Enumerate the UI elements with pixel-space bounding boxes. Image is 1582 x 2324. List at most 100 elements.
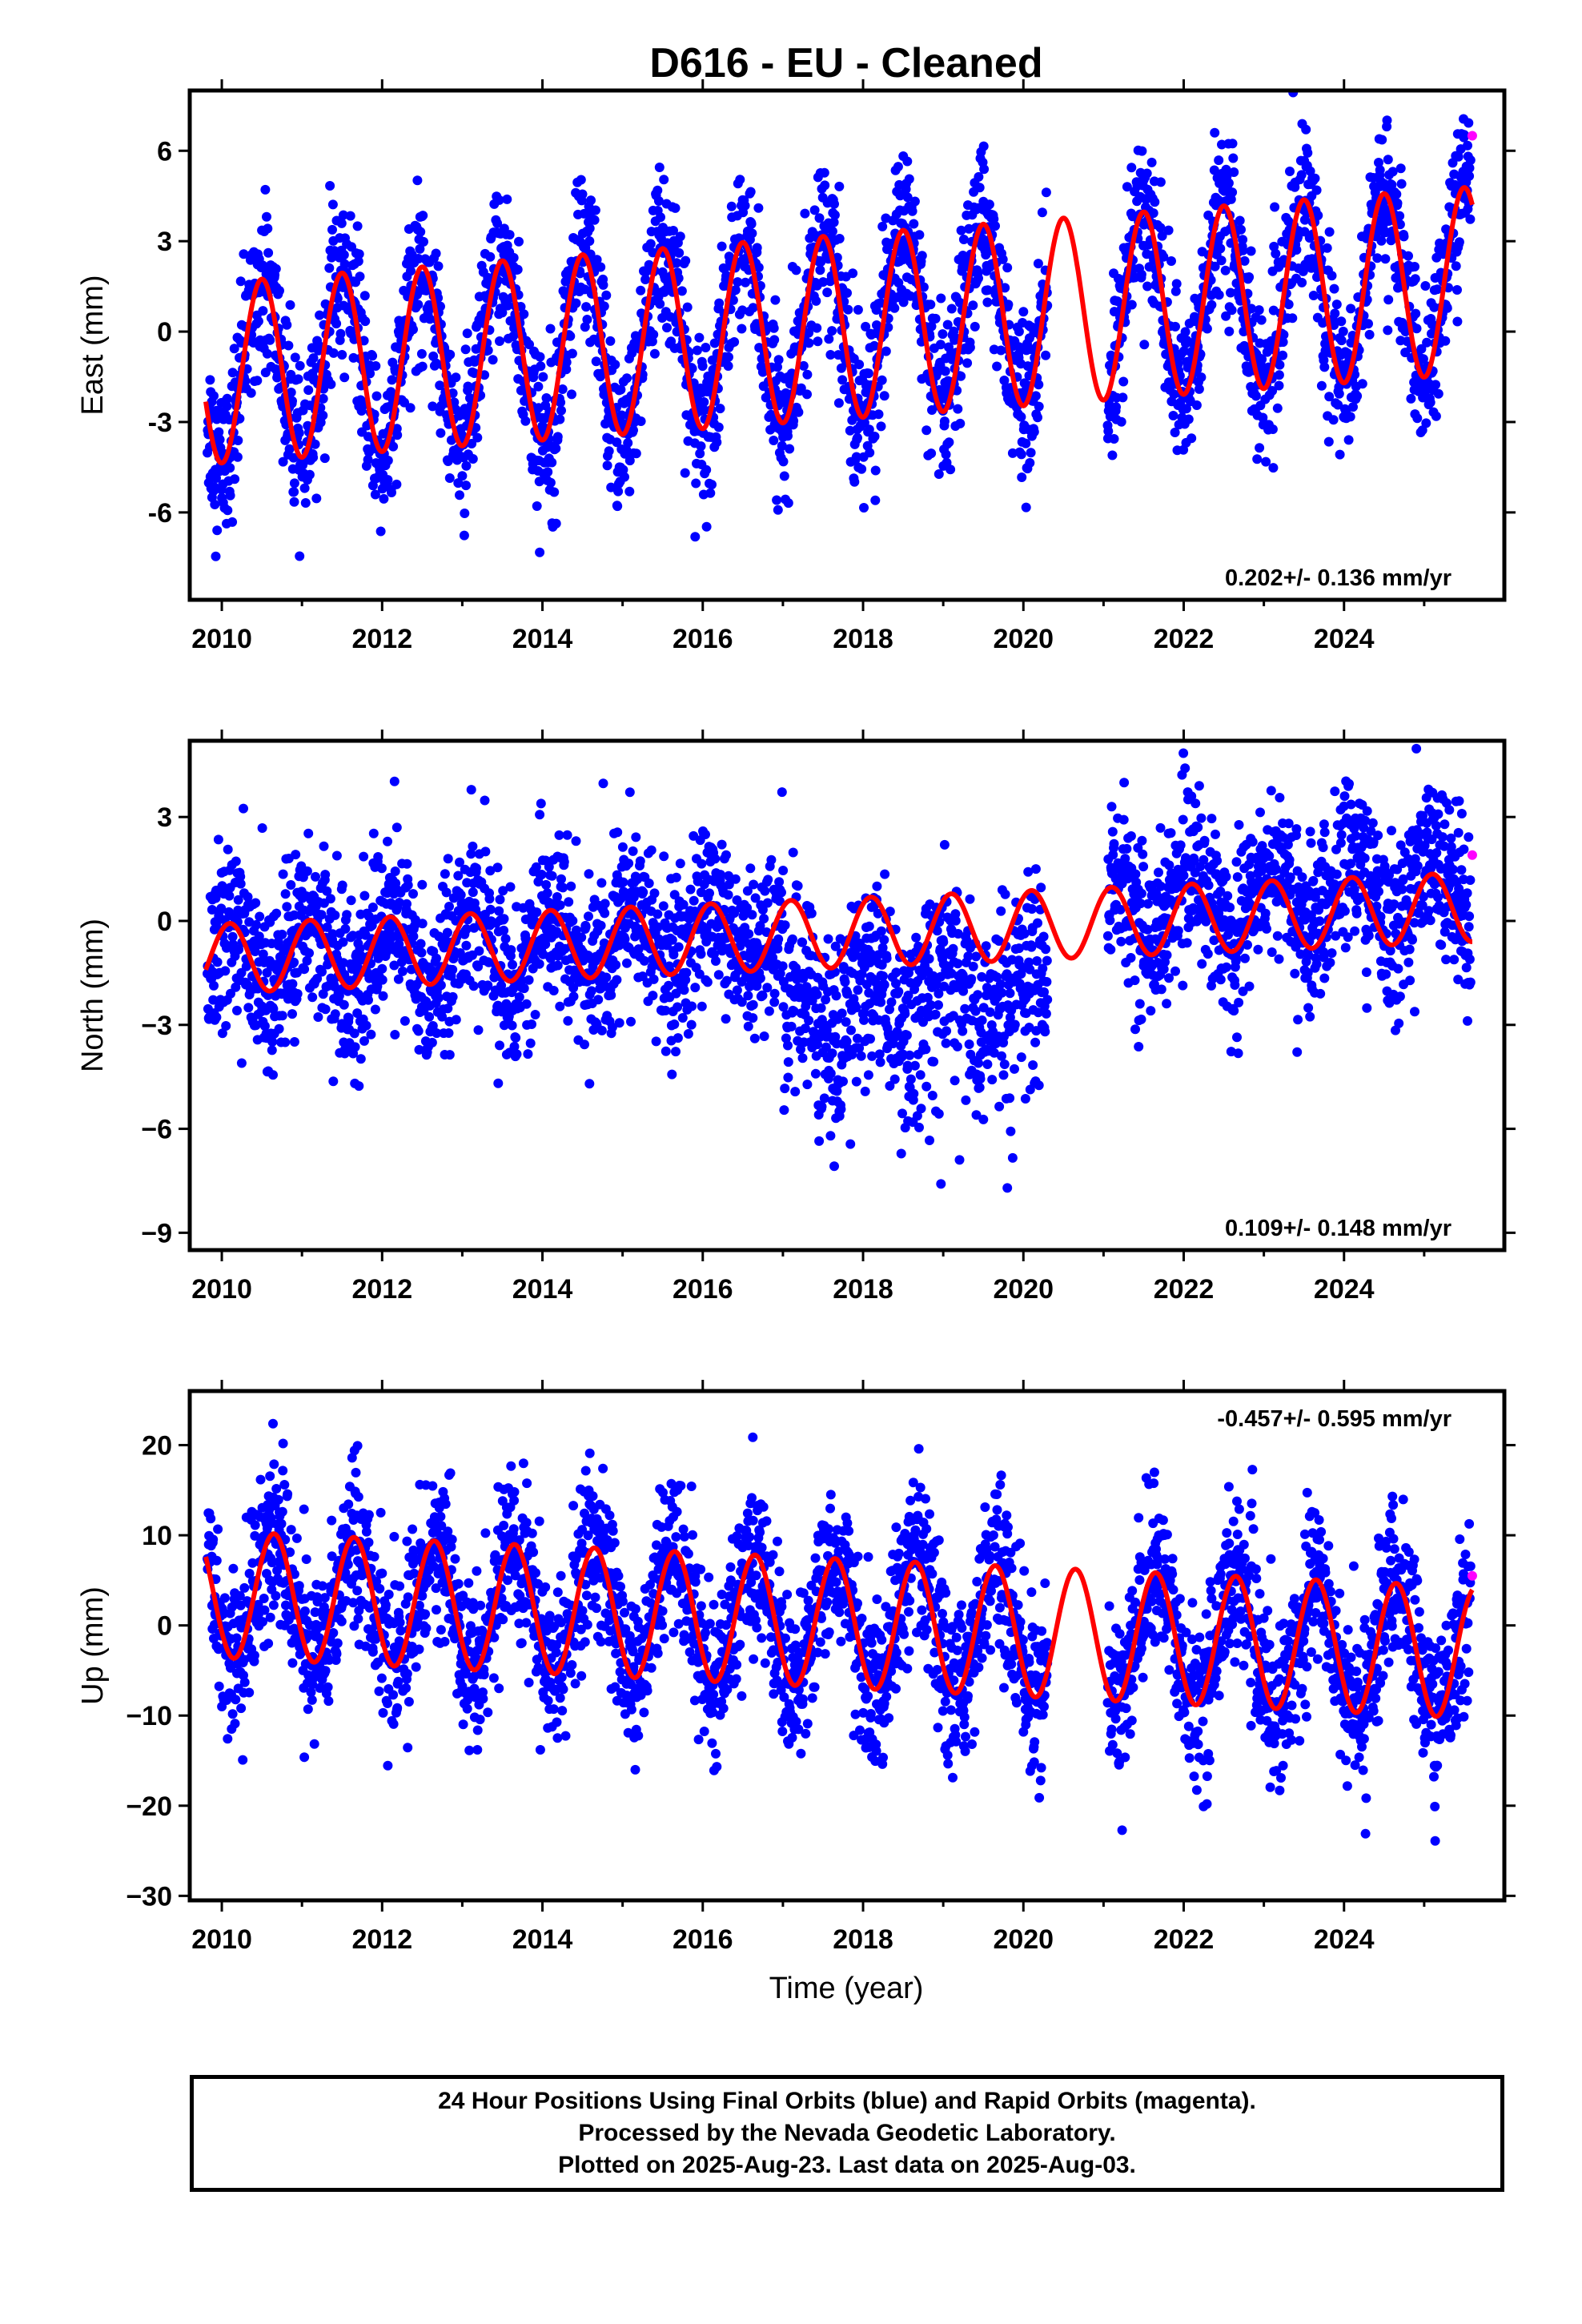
data-point	[741, 277, 750, 287]
data-point	[769, 436, 779, 445]
data-point	[691, 478, 701, 489]
data-point	[627, 348, 637, 358]
data-point	[962, 358, 973, 368]
data-point	[359, 851, 369, 862]
data-point	[534, 959, 544, 969]
data-point	[349, 1028, 359, 1039]
data-point	[1453, 151, 1464, 162]
data-point	[711, 956, 721, 966]
data-point	[1343, 435, 1354, 445]
data-point	[827, 1048, 837, 1059]
data-point	[343, 1013, 354, 1023]
data-point	[607, 1022, 617, 1032]
data-point	[898, 297, 909, 308]
data-point	[1238, 235, 1248, 245]
data-point	[841, 1017, 851, 1027]
data-point	[211, 1012, 222, 1023]
data-point	[1322, 243, 1332, 253]
data-point	[978, 141, 989, 151]
data-point	[472, 863, 481, 874]
data-point	[697, 858, 707, 869]
data-point	[521, 999, 532, 1009]
data-point	[873, 908, 883, 919]
data-point	[773, 505, 783, 515]
data-point	[413, 300, 424, 310]
data-point	[366, 1029, 376, 1039]
data-point	[833, 398, 844, 408]
data-point	[561, 357, 572, 368]
data-point	[239, 803, 248, 814]
data-point	[599, 301, 609, 312]
data-point	[793, 881, 803, 891]
data-point	[753, 263, 764, 272]
data-point	[870, 465, 881, 476]
data-point	[432, 1028, 442, 1039]
data-point	[652, 909, 663, 919]
data-point	[1017, 472, 1027, 482]
data-point	[493, 1078, 504, 1088]
data-point	[265, 335, 275, 345]
data-point	[456, 430, 467, 440]
data-point	[1107, 450, 1118, 460]
data-point	[742, 903, 753, 913]
data-point	[1283, 300, 1294, 310]
data-point	[405, 403, 416, 413]
data-point	[816, 257, 826, 267]
data-point	[742, 886, 753, 896]
data-point	[352, 1008, 363, 1019]
data-point	[697, 361, 708, 372]
data-point	[268, 1003, 279, 1014]
data-point	[740, 200, 750, 211]
data-point	[802, 389, 812, 400]
data-point	[484, 894, 495, 904]
data-point	[227, 368, 238, 378]
data-point	[1150, 197, 1160, 207]
data-point	[797, 1053, 808, 1063]
data-point	[268, 1070, 278, 1080]
data-point	[624, 787, 635, 798]
data-point	[762, 983, 773, 993]
data-point	[502, 194, 512, 204]
data-point	[680, 468, 690, 478]
data-point	[613, 486, 624, 497]
data-point	[377, 963, 387, 974]
data-point	[743, 991, 753, 1001]
data-point	[444, 902, 454, 911]
data-point	[624, 858, 634, 869]
y-axis-label-east: East (mm)	[76, 275, 110, 415]
data-point	[809, 205, 820, 215]
data-point	[658, 901, 669, 911]
data-point	[376, 863, 387, 874]
data-point	[427, 1037, 437, 1047]
final-orbit-points-east	[203, 90, 1476, 600]
data-point	[1395, 163, 1406, 174]
y-tick-label: 0	[157, 317, 172, 348]
data-point	[485, 866, 496, 876]
data-point	[232, 452, 243, 462]
data-point	[593, 995, 604, 1005]
data-point	[367, 903, 378, 912]
data-point	[1285, 167, 1295, 176]
data-point	[289, 957, 299, 967]
data-point	[433, 993, 444, 1003]
data-point	[359, 291, 370, 301]
data-point	[800, 208, 810, 219]
data-point	[1196, 372, 1207, 383]
data-point	[327, 929, 338, 939]
data-point	[909, 196, 920, 207]
data-point	[227, 931, 238, 942]
data-point	[460, 344, 471, 355]
data-point	[635, 856, 645, 866]
data-point	[949, 326, 959, 336]
data-point	[702, 977, 713, 987]
data-point	[287, 396, 297, 406]
data-point	[280, 889, 291, 899]
data-point	[1034, 380, 1044, 390]
data-point	[536, 798, 546, 809]
data-point	[1215, 243, 1226, 254]
data-point	[864, 424, 874, 435]
data-point	[508, 959, 517, 970]
data-point	[883, 322, 893, 332]
data-point	[363, 995, 373, 1005]
